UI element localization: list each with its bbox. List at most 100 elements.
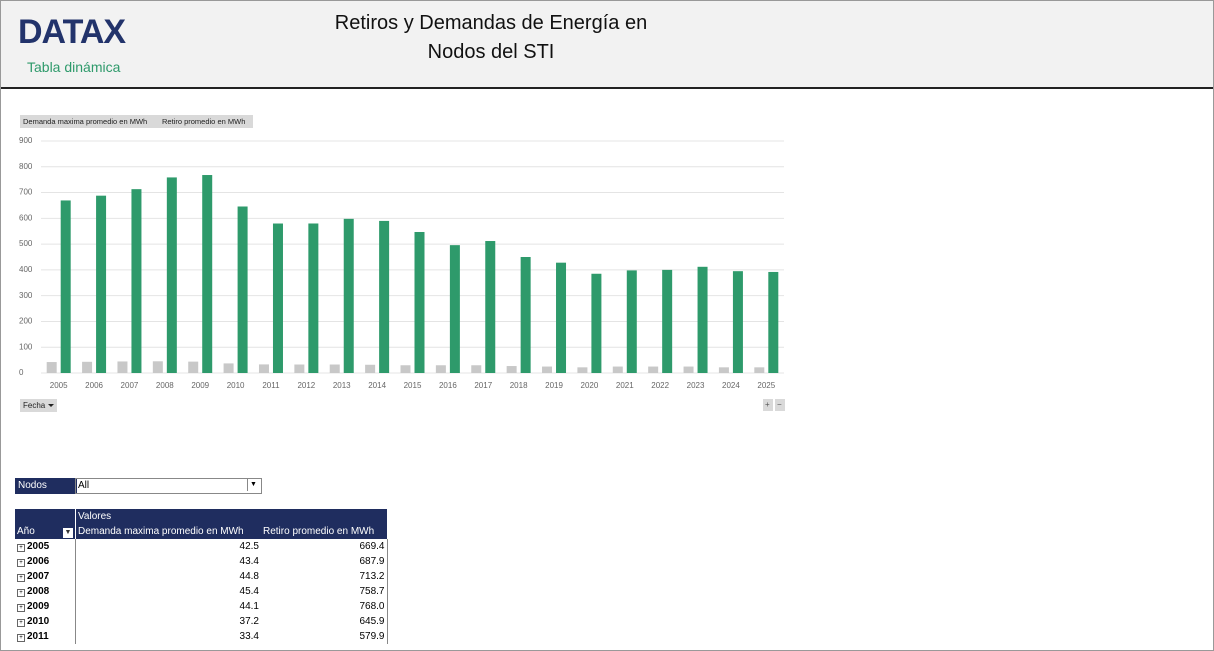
table-cell: 43.4 <box>75 554 261 569</box>
x-tick-label: 2016 <box>439 381 457 390</box>
bar <box>697 266 708 373</box>
table-row: Año ▼ Demanda maxima promedio en MWh Retiro… <box>15 524 387 539</box>
expand-icon[interactable]: + <box>17 634 25 642</box>
bar <box>414 231 425 373</box>
legend-button[interactable] <box>160 115 253 128</box>
legend-entry: Demanda maxima promedio en MWh <box>23 117 147 126</box>
table-cell: 44.1 <box>75 599 261 614</box>
collapse-button[interactable] <box>775 399 785 411</box>
y-tick-label: 300 <box>19 291 33 300</box>
bar <box>223 363 234 373</box>
x-tick-label: 2007 <box>121 381 139 390</box>
y-tick-label: 100 <box>19 342 33 351</box>
bar <box>449 245 460 373</box>
x-tick-label: 2025 <box>757 381 775 390</box>
row-label: +2009 <box>15 599 76 614</box>
year: 2005 <box>27 541 50 552</box>
bar <box>258 364 269 373</box>
bar <box>577 367 588 373</box>
expand-icon[interactable]: + <box>17 604 25 612</box>
table-row: +2011 33.4 579.9 <box>15 629 388 644</box>
bar <box>82 361 93 373</box>
header-cell: Demanda maxima promedio en MWh <box>75 524 261 539</box>
x-tick-label: 2017 <box>474 381 492 390</box>
bar <box>556 262 567 373</box>
filter-dropdown[interactable]: All <box>75 478 262 494</box>
bar <box>294 364 305 373</box>
bar <box>117 361 128 373</box>
bar <box>343 218 354 373</box>
expand-button[interactable] <box>763 399 773 411</box>
expand-icon[interactable]: + <box>17 619 25 627</box>
bar <box>648 366 659 373</box>
table-cell: 768.0 <box>261 599 388 614</box>
row-label: +2006 <box>15 554 76 569</box>
bar <box>237 206 248 373</box>
bar <box>506 366 517 373</box>
dropdown-arrow[interactable]: ▼ <box>247 479 259 491</box>
minus-icon: − <box>777 400 782 409</box>
x-tick-label: 2013 <box>333 381 351 390</box>
x-tick-label: 2024 <box>722 381 740 390</box>
bar <box>379 220 390 373</box>
bar <box>365 364 376 373</box>
x-tick-label: 2012 <box>297 381 315 390</box>
bar <box>626 270 637 373</box>
bar <box>542 366 553 373</box>
bar <box>520 257 531 373</box>
expand-icon[interactable]: + <box>17 589 25 597</box>
bar <box>152 361 163 373</box>
year: 2008 <box>27 586 50 597</box>
x-tick-label: 2005 <box>50 381 68 390</box>
x-tick-label: 2015 <box>404 381 422 390</box>
year: 2009 <box>27 601 50 612</box>
x-tick-label: 2022 <box>651 381 669 390</box>
logo: DATAX <box>18 13 126 51</box>
bar <box>768 271 779 373</box>
table-cell: 45.4 <box>75 584 261 599</box>
bar <box>718 367 729 373</box>
axis-button-label: Fecha <box>23 401 46 410</box>
table-cell: 42.5 <box>75 539 261 554</box>
header-cell: Valores <box>75 509 261 524</box>
legend-entry: Retiro promedio en MWh <box>162 117 245 126</box>
table-cell: 758.7 <box>261 584 388 599</box>
pivot-table: Valores Año ▼ Demanda maxima promedio en MW… <box>15 509 388 644</box>
y-tick-label: 400 <box>19 265 33 274</box>
filter-button[interactable]: ▼ <box>63 527 73 538</box>
bar <box>732 271 743 373</box>
y-tick-label: 500 <box>19 239 33 248</box>
expand-icon[interactable]: + <box>17 559 25 567</box>
expand-icon[interactable]: + <box>17 544 25 552</box>
subtitle: Tabla dinámica <box>27 59 121 75</box>
bar <box>46 362 57 373</box>
bar <box>96 195 107 373</box>
filter-label: Nodos <box>15 478 77 494</box>
table-cell: 37.2 <box>75 614 261 629</box>
bar <box>166 177 177 373</box>
header-cell: Retiro promedio en MWh <box>261 524 387 539</box>
year: 2007 <box>27 571 50 582</box>
year: 2010 <box>27 616 50 627</box>
axis-button[interactable] <box>20 399 57 412</box>
bar <box>485 241 496 373</box>
table-cell: 713.2 <box>261 569 388 584</box>
table-row: +2006 43.4 687.9 <box>15 554 388 569</box>
bar <box>471 365 482 373</box>
table-cell: 687.9 <box>261 554 388 569</box>
y-tick-label: 200 <box>19 317 33 326</box>
bar <box>662 269 673 373</box>
x-tick-label: 2006 <box>85 381 103 390</box>
bar <box>308 223 319 373</box>
bar <box>188 361 199 373</box>
row-label: +2011 <box>15 629 76 644</box>
x-tick-label: 2008 <box>156 381 174 390</box>
y-tick-label: 800 <box>19 162 33 171</box>
row-label: +2005 <box>15 539 76 554</box>
plus-icon: + <box>765 400 770 409</box>
legend-button[interactable] <box>20 115 160 128</box>
x-tick-label: 2014 <box>368 381 386 390</box>
expand-icon[interactable]: + <box>17 574 25 582</box>
bar <box>591 273 602 373</box>
table-cell: 645.9 <box>261 614 388 629</box>
